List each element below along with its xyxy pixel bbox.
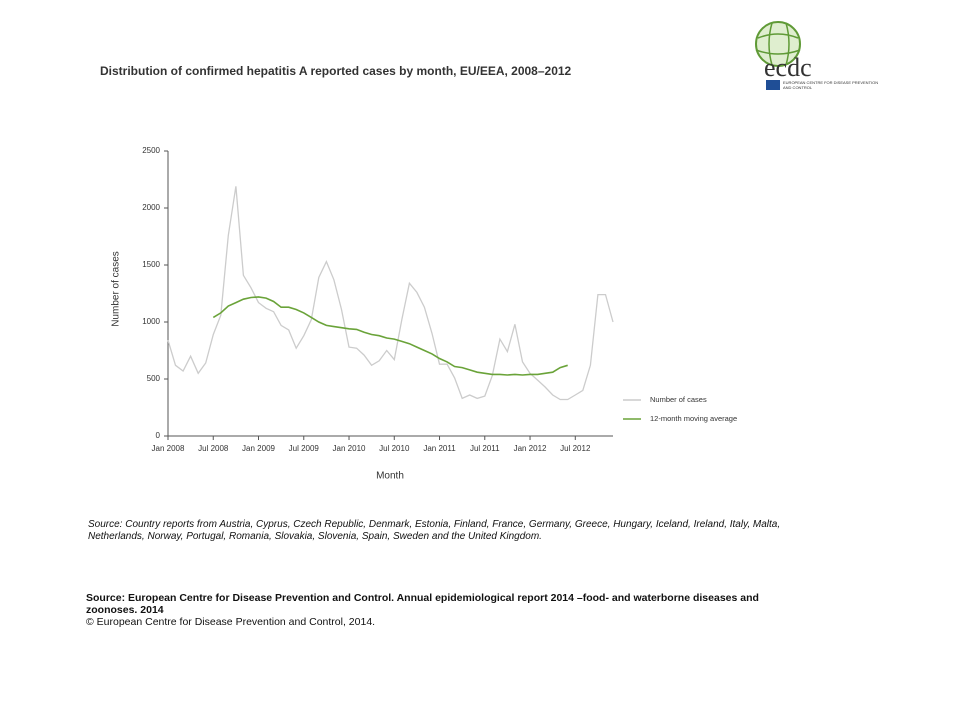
logo-wordmark: ecdc: [764, 53, 812, 82]
x-tick-label: Jul 2010: [379, 444, 410, 453]
x-tick-label: Jan 2012: [514, 444, 547, 453]
x-tick-label: Jan 2009: [242, 444, 275, 453]
y-tick-label: 1000: [142, 317, 160, 326]
y-tick-label: 1500: [142, 260, 160, 269]
x-axis-title: Month: [376, 471, 404, 482]
footer: Source: European Centre for Disease Prev…: [86, 592, 806, 628]
y-tick-label: 500: [147, 374, 161, 383]
source-note: Source: Country reports from Austria, Cy…: [88, 519, 781, 542]
legend-label: 12-month moving average: [650, 414, 737, 423]
x-tick-label: Jan 2011: [423, 444, 456, 453]
series-line: [212, 296, 568, 376]
logo: ecdc EUROPEAN CENTRE FOR DISEASE PREVENT…: [755, 21, 878, 90]
series-line: [167, 186, 614, 401]
x-tick-label: Jul 2012: [560, 444, 591, 453]
y-tick-label: 2000: [142, 203, 160, 212]
y-tick-label: 0: [156, 431, 161, 440]
x-tick-label: Jan 2008: [152, 444, 185, 453]
x-tick-label: Jul 2009: [289, 444, 320, 453]
x-tick-label: Jan 2010: [333, 444, 366, 453]
source-citation: Source: European Centre for Disease Prev…: [86, 592, 759, 616]
copyright: © European Centre for Disease Prevention…: [86, 616, 376, 628]
eu-flag: [766, 80, 780, 90]
x-tick-label: Jul 2011: [470, 444, 500, 453]
logo-line: EUROPEAN CENTRE FOR DISEASE PREVENTION: [783, 80, 878, 85]
logo-globe: [755, 21, 801, 67]
legend-label: Number of cases: [650, 395, 707, 404]
chart-title: Distribution of confirmed hepatitis A re…: [100, 64, 572, 78]
y-axis-title: Number of cases: [111, 251, 122, 327]
logo-globe-lines: [755, 22, 801, 66]
x-tick-label: Jul 2008: [198, 444, 229, 453]
y-tick-label: 2500: [142, 146, 160, 155]
logo-line: AND CONTROL: [783, 85, 813, 90]
